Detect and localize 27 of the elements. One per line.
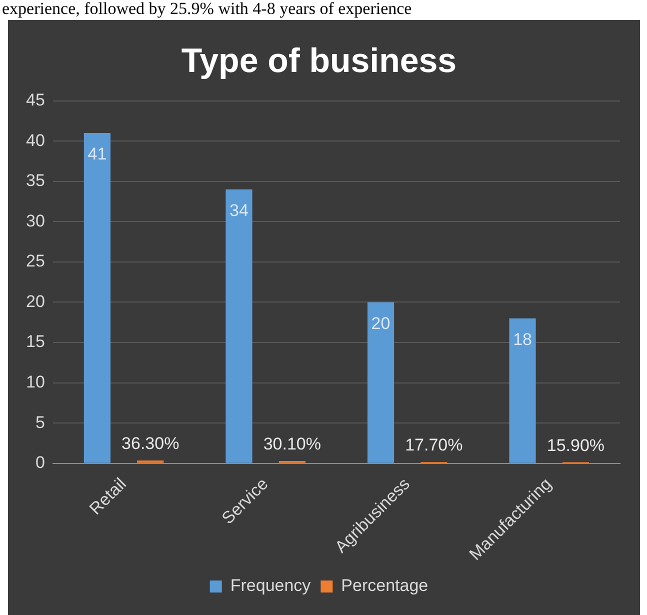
y-tick-label: 45 xyxy=(26,90,45,110)
y-tick-label: 10 xyxy=(26,372,45,392)
y-tick-label: 5 xyxy=(35,412,45,432)
y-tick-label: 0 xyxy=(35,453,45,472)
bar xyxy=(226,189,252,463)
data-label: 17.70% xyxy=(405,436,463,455)
data-label: 36.30% xyxy=(122,434,180,454)
data-label: 41 xyxy=(88,144,107,164)
data-label: 18 xyxy=(513,330,532,350)
bar xyxy=(509,318,536,463)
y-tick-label: 30 xyxy=(26,211,45,230)
chart-title: Type of business xyxy=(181,42,457,80)
y-tick-label: 20 xyxy=(26,292,45,311)
bar xyxy=(137,460,164,463)
bar xyxy=(367,302,394,463)
text: experience, followed by 25.9% with 4-8 years of experience xyxy=(2,0,412,18)
data-label: 34 xyxy=(230,201,248,220)
data-label: 15.90% xyxy=(546,436,605,455)
y-tick-label: 40 xyxy=(26,130,45,150)
y-tick-label: 15 xyxy=(26,332,45,352)
y-tick-label: 35 xyxy=(26,171,45,190)
bar xyxy=(84,133,111,463)
legend-label: Percentage xyxy=(341,576,428,596)
legend-label: Frequency xyxy=(230,576,312,596)
y-tick-label: 25 xyxy=(26,252,45,271)
data-label: 20 xyxy=(371,314,390,333)
data-label: 30.10% xyxy=(263,434,321,454)
